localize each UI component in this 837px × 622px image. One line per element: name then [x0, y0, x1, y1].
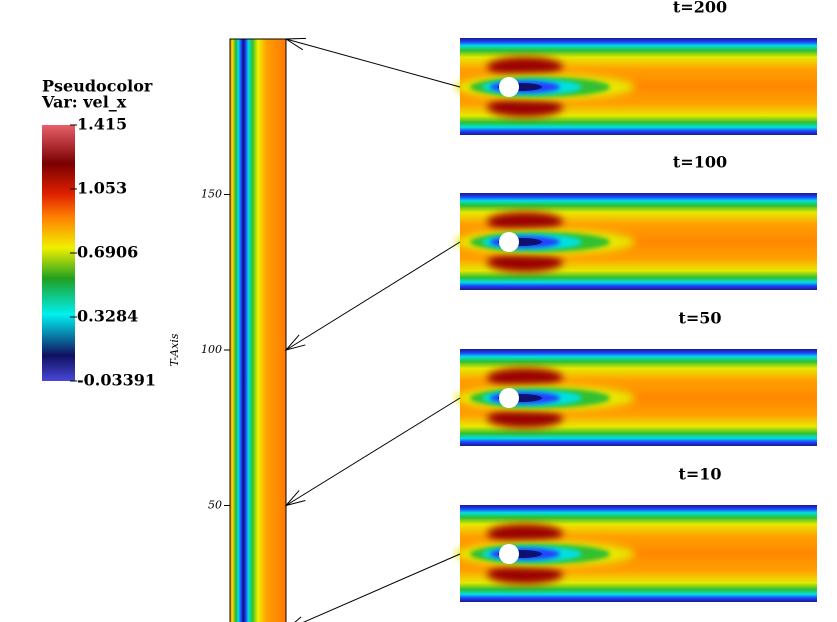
arrow: [285, 397, 461, 506]
colorbar-tick-label: -0.03391: [77, 371, 156, 390]
flow-panel: [455, 505, 817, 602]
flow-panel: [455, 38, 817, 135]
colorbar-tick-label: 0.6906: [77, 242, 138, 261]
cylinder: [499, 77, 519, 97]
panel-label: t=10: [678, 465, 721, 484]
arrow: [285, 38, 461, 88]
arrow-head: [284, 334, 306, 351]
colorbar-tick-label: 0.3284: [77, 306, 138, 325]
time-column: [229, 38, 287, 622]
legend-title: Pseudocolor: [42, 77, 153, 96]
wake-lobe: [487, 524, 563, 544]
panel-label: t=200: [673, 0, 727, 17]
y-tick-label: 100: [201, 343, 222, 356]
flow-panel: [455, 349, 817, 446]
colorbar: [42, 125, 75, 381]
wake-lobe: [487, 97, 563, 117]
colorbar-tick-label: 1.415: [77, 115, 127, 134]
wake-lobe: [487, 564, 563, 584]
arrow: [302, 553, 461, 622]
arrow-head: [284, 490, 306, 507]
panel-label: t=100: [673, 153, 727, 172]
wake-lobe: [487, 408, 563, 428]
wake-lobe: [487, 368, 563, 388]
cylinder: [499, 544, 519, 564]
legend-variable: Var: vel_x: [41, 93, 127, 112]
arrow-head: [284, 37, 307, 51]
arrow: [285, 241, 461, 351]
arrow-head: [294, 616, 302, 622]
cylinder: [499, 232, 519, 252]
flow-panel: [455, 193, 817, 290]
cylinder: [499, 388, 519, 408]
y-tick-label: 150: [201, 188, 222, 201]
colorbar-tick-label: 1.053: [77, 178, 127, 197]
wake-lobe: [487, 57, 563, 77]
y-axis-label: T-Axis: [168, 333, 181, 366]
y-tick-label: 50: [208, 499, 222, 512]
wake-lobe: [487, 212, 563, 232]
panel-label: t=50: [678, 309, 721, 328]
wake-lobe: [487, 252, 563, 272]
